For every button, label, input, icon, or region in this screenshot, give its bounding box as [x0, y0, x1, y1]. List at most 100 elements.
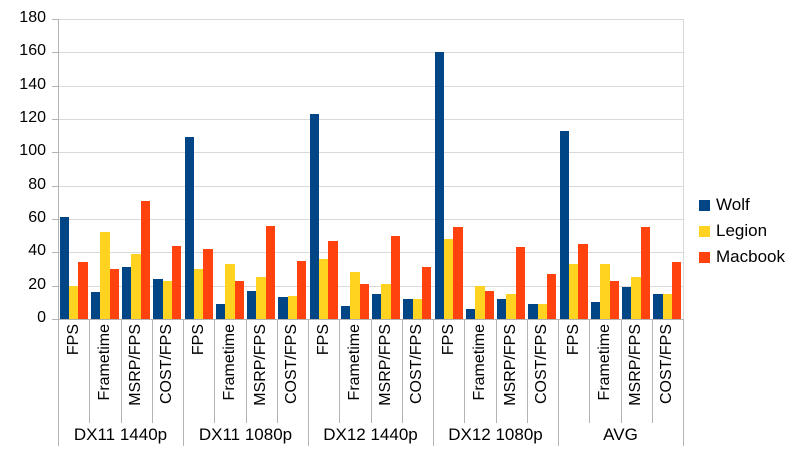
y-axis-tick-20 [52, 285, 58, 287]
x-axis-group-label-avg: AVG [603, 425, 638, 444]
bar-macbook-dx12-1080p-fps [453, 227, 463, 319]
x-axis-category-label-frametime: Frametime [89, 324, 120, 422]
bar-legion-avg-frametime [600, 264, 610, 319]
y-axis-label-180: 180 [19, 9, 46, 26]
x-axis-group-separator [308, 319, 309, 446]
category-label-text: FPS [64, 324, 82, 356]
bar-macbook-dx11-1080p-cost-fps [297, 260, 307, 319]
y-axis-line [58, 19, 59, 319]
category-label-text: MSRP/FPS [127, 324, 145, 406]
x-axis-group-separator [58, 319, 59, 446]
bar-macbook-dx12-1440p-msrp-fps [390, 235, 401, 319]
bar-wolf-dx12-1080p-fps [434, 52, 444, 319]
x-axis-category-label-cost-fps: COST/FPS [152, 324, 183, 422]
bar-macbook-avg-msrp-fps [640, 227, 651, 319]
plot-right-border [683, 19, 684, 319]
bar-wolf-dx12-1080p-cost-fps [528, 304, 538, 319]
bar-wolf-dx12-1080p-msrp-fps [497, 299, 507, 319]
y-axis-tick-160 [52, 52, 58, 54]
x-axis-category-separator [89, 319, 91, 423]
category-label-text: FPS [314, 324, 332, 356]
gridline-180 [58, 19, 683, 20]
y-axis-tick-120 [52, 119, 58, 120]
bar-wolf-dx12-1440p-cost-fps [403, 299, 413, 319]
bar-macbook-dx11-1440p-msrp-fps [140, 200, 151, 319]
category-label-text: MSRP/FPS [627, 324, 645, 406]
bar-macbook-dx11-1440p-frametime [109, 269, 119, 319]
y-axis-label-120: 120 [19, 109, 46, 126]
x-axis-group-label-dx12-1440p: DX12 1440p [323, 425, 418, 444]
x-axis-category-label-fps: FPS [558, 324, 589, 422]
gridline-20 [58, 285, 683, 287]
bar-macbook-dx11-1080p-frametime [234, 280, 244, 319]
x-axis-category-label-fps: FPS [433, 324, 464, 422]
x-axis-category-label-fps: FPS [183, 324, 214, 422]
bar-legion-dx11-1440p-fps [68, 285, 79, 319]
category-label-text: Frametime [95, 324, 113, 401]
gridline-140 [58, 85, 683, 87]
x-axis-category-separator [589, 319, 591, 423]
bar-legion-dx12-1440p-cost-fps [412, 299, 423, 319]
bar-legion-dx11-1080p-frametime [225, 264, 235, 319]
bar-macbook-dx12-1080p-cost-fps [547, 274, 557, 319]
y-axis-tick-180 [52, 19, 58, 20]
y-axis-tick-80 [52, 185, 58, 187]
x-axis-category-separator [245, 319, 247, 423]
bar-wolf-dx11-1080p-cost-fps [278, 297, 288, 319]
bar-wolf-dx11-1440p-cost-fps [153, 279, 163, 319]
bar-legion-dx12-1080p-cost-fps [537, 304, 548, 319]
y-axis-tick-60 [52, 219, 58, 220]
gridline-40 [58, 252, 683, 254]
legend-label-wolf: Wolf [716, 195, 750, 214]
bar-macbook-avg-cost-fps [672, 262, 682, 319]
x-axis-group-separator [433, 319, 434, 446]
x-axis-category-separator [151, 319, 153, 423]
y-axis-label-160: 160 [19, 42, 46, 60]
legend-color-macbook [699, 251, 710, 263]
legend-label-macbook: Macbook [716, 247, 785, 266]
y-axis-label-40: 40 [28, 242, 46, 260]
bar-wolf-dx12-1440p-frametime [340, 305, 351, 319]
y-axis-label-140: 140 [19, 75, 46, 93]
x-axis-category-label-cost-fps: COST/FPS [527, 324, 558, 422]
bar-wolf-avg-fps [559, 130, 569, 319]
bar-macbook-dx12-1440p-frametime [359, 284, 369, 319]
x-axis-category-label-msrp-fps: MSRP/FPS [496, 324, 527, 422]
x-axis-group-separator [183, 319, 184, 446]
x-axis-category-label-msrp-fps: MSRP/FPS [371, 324, 402, 422]
bar-wolf-dx11-1440p-frametime [90, 292, 101, 319]
x-axis-category-separator [401, 319, 403, 423]
bar-wolf-dx11-1440p-msrp-fps [122, 267, 132, 319]
category-label-text: COST/FPS [408, 324, 426, 405]
bar-wolf-dx12-1440p-fps [309, 114, 319, 319]
x-axis-group-label-dx11-1440p: DX11 1440p [73, 425, 168, 444]
bar-legion-dx11-1080p-cost-fps [287, 295, 298, 319]
bar-wolf-dx11-1080p-msrp-fps [247, 290, 257, 319]
bar-legion-dx12-1440p-fps [318, 259, 329, 319]
x-axis-category-separator [214, 319, 216, 423]
y-axis-tick-140 [52, 85, 58, 87]
category-label-text: FPS [189, 324, 207, 356]
x-axis-category-label-frametime: Frametime [464, 324, 495, 422]
x-axis-category-separator [339, 319, 341, 423]
x-axis-category-label-frametime: Frametime [589, 324, 620, 422]
bar-wolf-avg-msrp-fps [622, 287, 632, 319]
category-label-text: COST/FPS [158, 324, 176, 405]
x-axis-category-separator [526, 319, 528, 423]
category-label-text: Frametime [345, 324, 363, 401]
y-axis-label-0: 0 [37, 309, 46, 326]
bar-wolf-dx11-1080p-fps [184, 137, 194, 319]
category-label-text: Frametime [595, 324, 613, 401]
bar-macbook-dx12-1440p-fps [328, 240, 338, 319]
category-label-text: FPS [564, 324, 582, 356]
x-axis-category-label-frametime: Frametime [214, 324, 245, 422]
x-axis-category-label-cost-fps: COST/FPS [402, 324, 433, 422]
category-label-text: MSRP/FPS [252, 324, 270, 406]
gridline-60 [58, 219, 683, 220]
bar-macbook-avg-fps [578, 244, 588, 319]
bar-wolf-avg-cost-fps [653, 294, 663, 319]
gridline-100 [58, 152, 683, 154]
bar-legion-dx12-1080p-msrp-fps [506, 294, 516, 319]
bar-legion-dx11-1080p-fps [193, 269, 204, 319]
